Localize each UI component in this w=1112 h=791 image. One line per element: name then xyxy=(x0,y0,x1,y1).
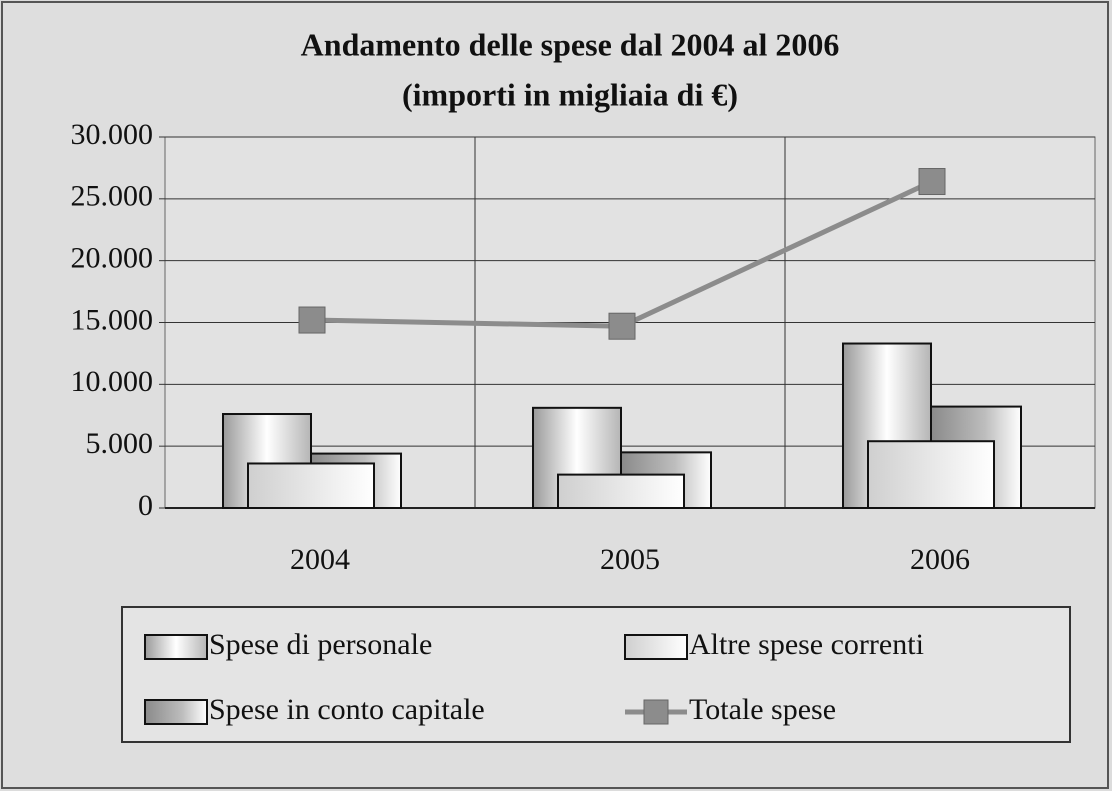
legend-label: Altre spese correnti xyxy=(689,628,924,661)
y-tick-label: 25.000 xyxy=(71,180,154,213)
bar xyxy=(557,473,685,509)
bar xyxy=(247,462,375,510)
legend-swatch xyxy=(144,634,208,660)
legend-swatch xyxy=(144,699,208,725)
line-marker xyxy=(298,306,326,334)
y-tick-label: 0 xyxy=(138,489,153,522)
bar xyxy=(867,440,995,509)
x-tick-label: 2004 xyxy=(290,543,350,576)
legend-label: Spese di personale xyxy=(209,628,432,661)
line-marker xyxy=(918,168,946,196)
y-tick-label: 10.000 xyxy=(71,365,154,398)
chart-subtitle: (importi in migliaia di €) xyxy=(402,76,738,112)
x-tick-label: 2006 xyxy=(910,543,970,576)
line-marker xyxy=(608,312,636,340)
y-tick-label: 30.000 xyxy=(71,118,154,151)
y-tick-label: 20.000 xyxy=(71,242,154,275)
legend xyxy=(121,606,1071,743)
legend-swatch xyxy=(624,634,688,660)
legend-label: Totale spese xyxy=(689,693,836,726)
y-tick-label: 15.000 xyxy=(71,303,154,336)
legend-label: Spese in conto capitale xyxy=(209,693,485,726)
x-tick-label: 2005 xyxy=(600,543,660,576)
legend-swatch-marker xyxy=(643,699,669,725)
chart-title: Andamento delle spese dal 2004 al 2006 xyxy=(301,26,840,62)
y-tick-label: 5.000 xyxy=(86,427,154,460)
